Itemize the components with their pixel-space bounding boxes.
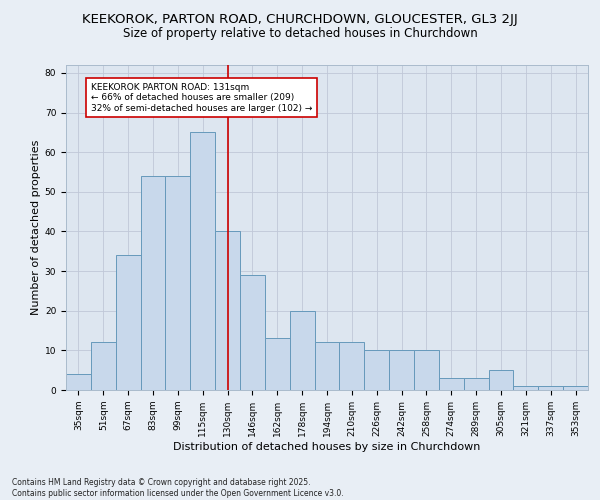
Bar [514, 386, 538, 390]
Bar [439, 378, 464, 390]
Bar [190, 132, 215, 390]
Bar [265, 338, 290, 390]
Bar [563, 386, 588, 390]
Bar [91, 342, 116, 390]
Text: KEEKOROK, PARTON ROAD, CHURCHDOWN, GLOUCESTER, GL3 2JJ: KEEKOROK, PARTON ROAD, CHURCHDOWN, GLOUC… [82, 12, 518, 26]
X-axis label: Distribution of detached houses by size in Churchdown: Distribution of detached houses by size … [173, 442, 481, 452]
Bar [166, 176, 190, 390]
Bar [488, 370, 514, 390]
Bar [215, 232, 240, 390]
Y-axis label: Number of detached properties: Number of detached properties [31, 140, 41, 315]
Bar [290, 310, 314, 390]
Text: Size of property relative to detached houses in Churchdown: Size of property relative to detached ho… [122, 28, 478, 40]
Bar [314, 342, 340, 390]
Bar [414, 350, 439, 390]
Bar [116, 255, 140, 390]
Text: Contains HM Land Registry data © Crown copyright and database right 2025.
Contai: Contains HM Land Registry data © Crown c… [12, 478, 344, 498]
Bar [240, 275, 265, 390]
Bar [538, 386, 563, 390]
Text: KEEKOROK PARTON ROAD: 131sqm
← 66% of detached houses are smaller (209)
32% of s: KEEKOROK PARTON ROAD: 131sqm ← 66% of de… [91, 83, 312, 112]
Bar [66, 374, 91, 390]
Bar [389, 350, 414, 390]
Bar [464, 378, 488, 390]
Bar [364, 350, 389, 390]
Bar [140, 176, 166, 390]
Bar [340, 342, 364, 390]
